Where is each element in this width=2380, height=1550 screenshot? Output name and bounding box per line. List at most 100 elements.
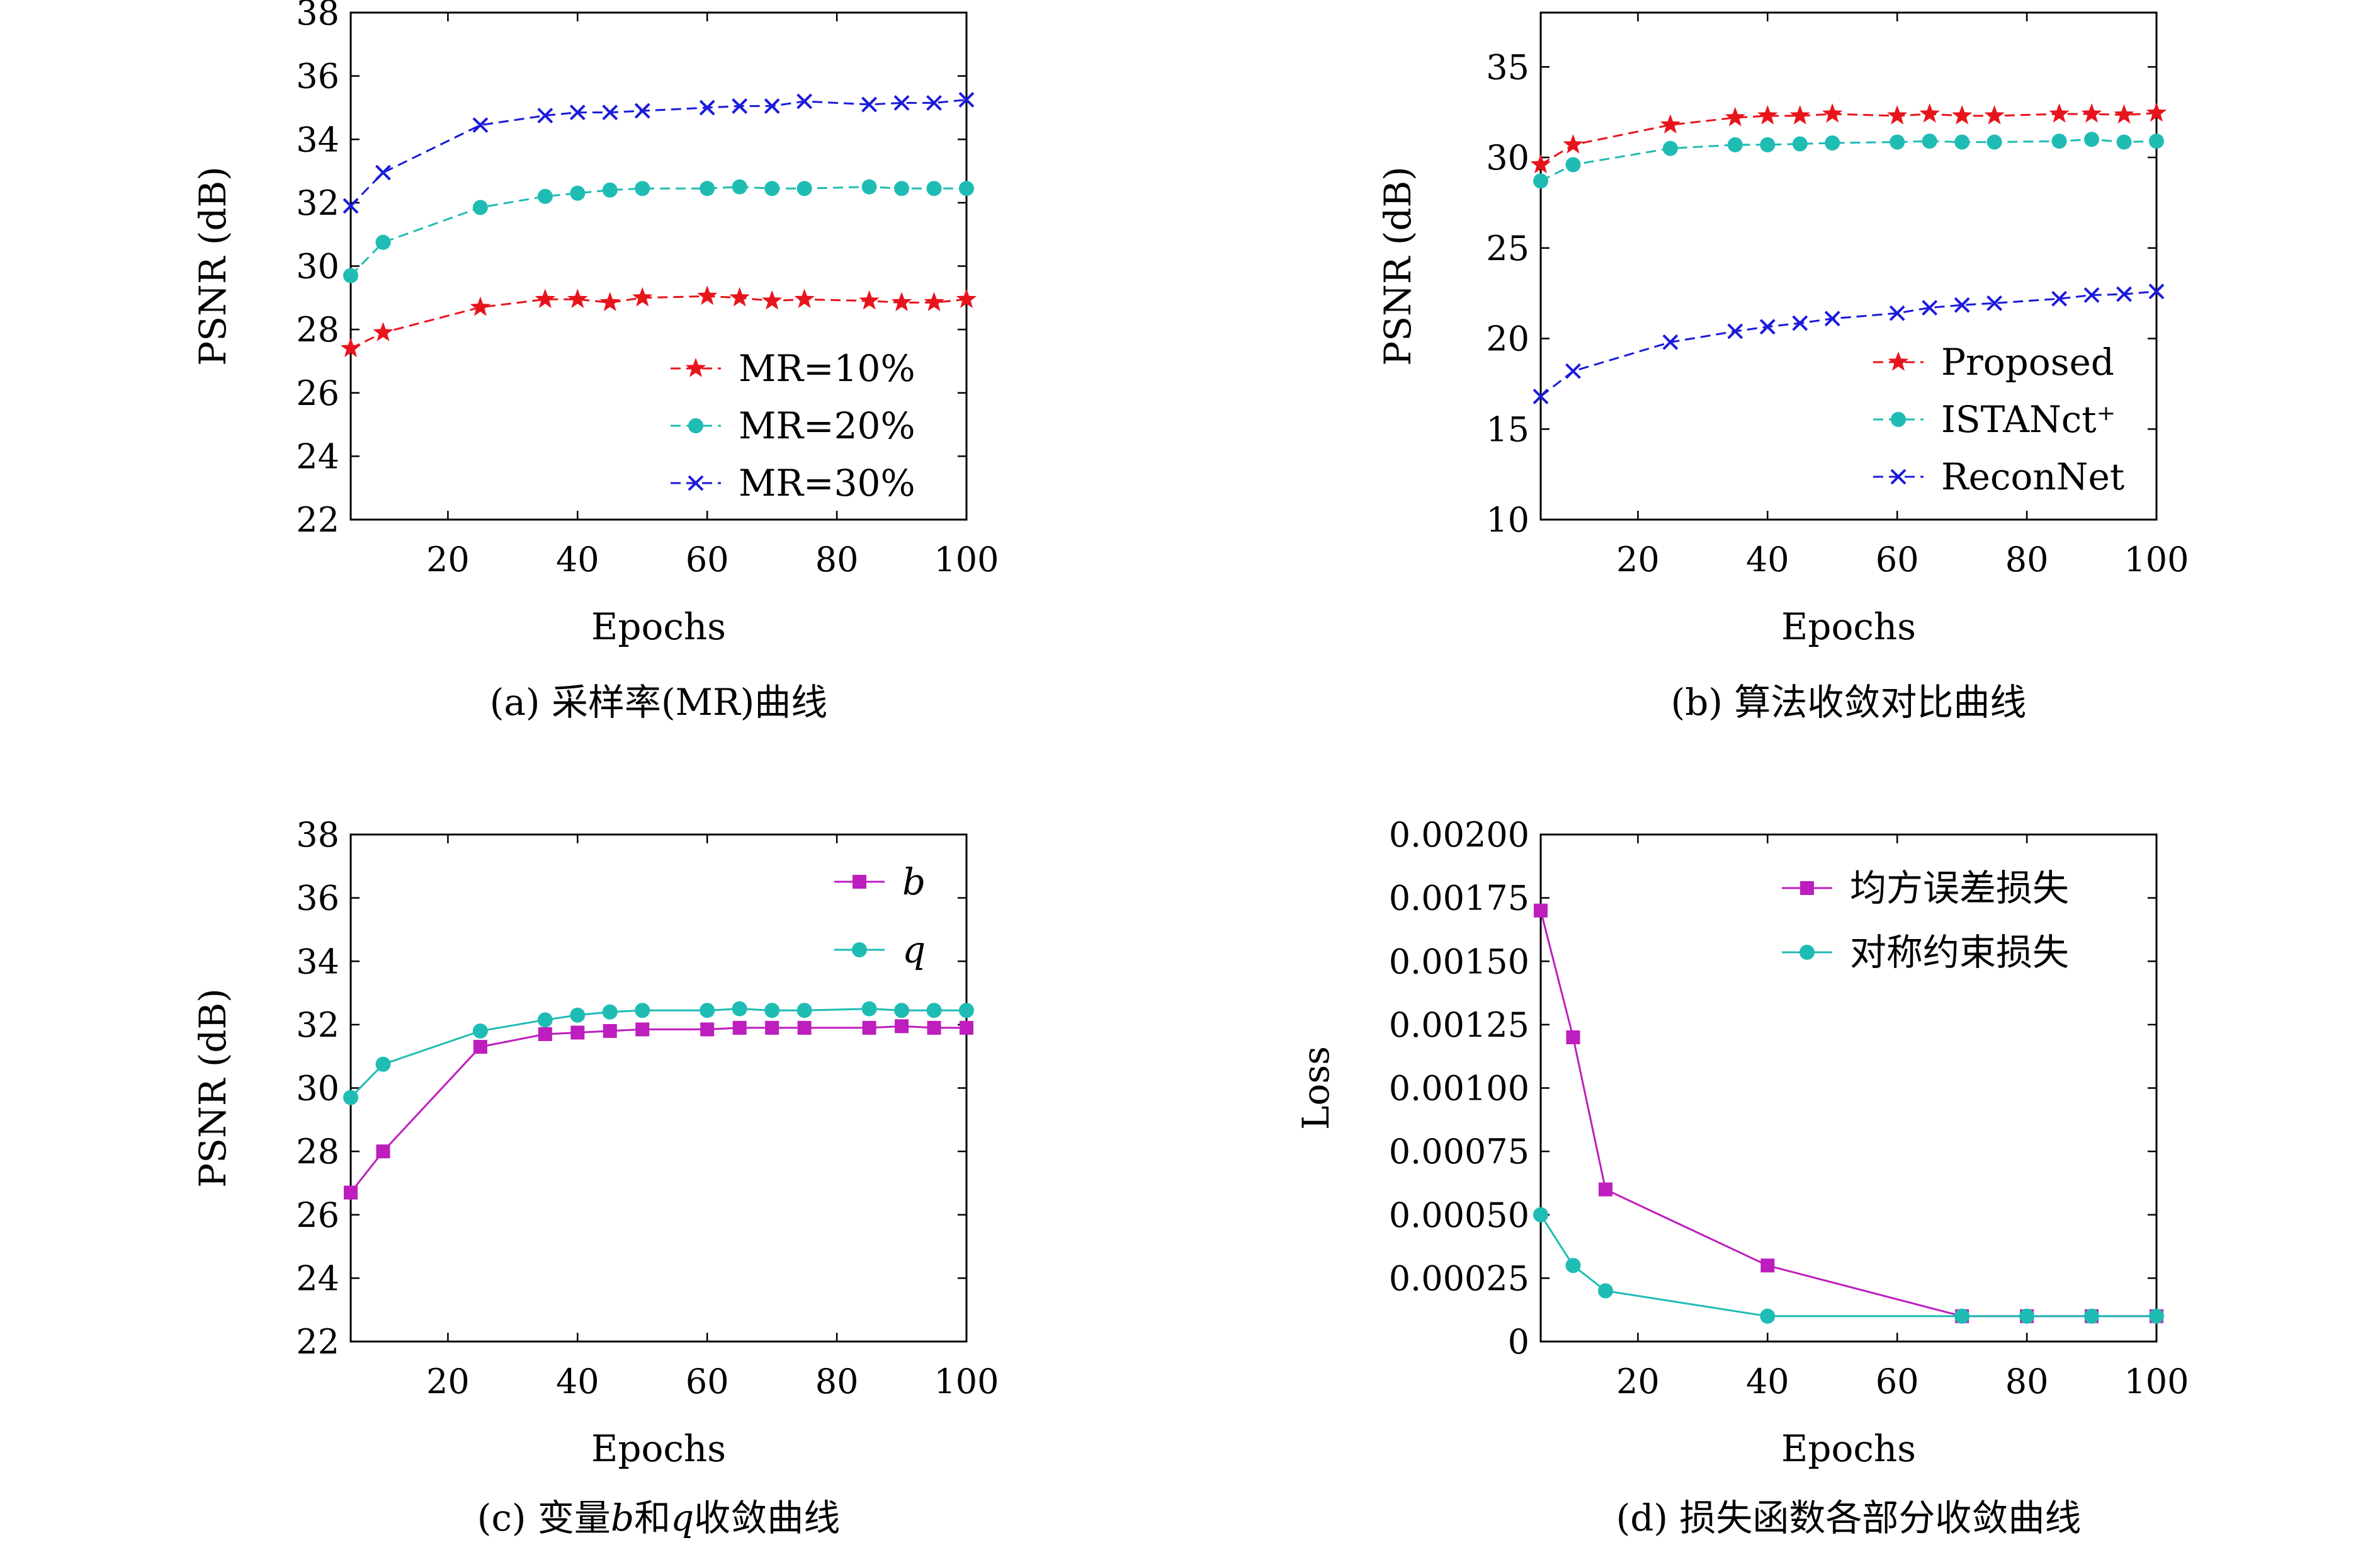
legend-label: 对称约束损失 — [1850, 931, 2069, 974]
data-point — [635, 1003, 650, 1018]
data-point — [632, 287, 653, 307]
data-point — [699, 100, 715, 116]
y-tick-label: 0.00125 — [1389, 1005, 1529, 1045]
data-point — [764, 1003, 780, 1018]
legend-label: q — [902, 928, 926, 971]
data-point — [2051, 134, 2067, 149]
data-point — [861, 179, 877, 195]
data-point — [1727, 137, 1743, 152]
data-point — [1922, 134, 1937, 149]
legend-marker — [685, 358, 706, 377]
series-line — [1539, 1214, 2156, 1318]
data-point — [2083, 287, 2100, 303]
data-point — [958, 91, 975, 108]
data-point — [1597, 1283, 1613, 1299]
data-point — [2149, 1308, 2164, 1324]
legend-label: ISTANct⁺ — [1941, 398, 2116, 441]
data-point — [1530, 154, 1551, 174]
data-point — [2116, 286, 2132, 302]
data-point — [797, 1020, 812, 1035]
legend-label: Proposed — [1941, 341, 2114, 384]
y-tick-label: 0.00200 — [1389, 815, 1529, 855]
data-point — [861, 1001, 877, 1017]
data-point — [1984, 105, 2005, 125]
data-point — [1760, 1258, 1775, 1273]
y-axis-label: Loss — [1295, 1046, 1337, 1130]
chart-panel-1: 20 40 60 80 100 22 24 26 28 30 32 34 36 38 Epochs PSNR … — [191, 0, 999, 724]
y-tick-label: 28 — [296, 310, 339, 350]
x-tick-label: 100 — [934, 540, 999, 579]
data-point — [1792, 315, 1808, 331]
series-2 — [343, 179, 974, 283]
legend-label: ReconNet — [1941, 455, 2124, 498]
data-point — [1598, 1182, 1612, 1197]
series-2 — [1533, 1207, 2164, 1324]
data-point — [762, 290, 783, 310]
chart-panel-4: 20 40 60 80 100 0 0.00025 0.00050 0.00075 0.00100… — [1295, 815, 2189, 1539]
data-point — [1954, 134, 1970, 150]
data-point — [343, 1090, 358, 1105]
series-line — [349, 186, 966, 276]
plot-frame — [1539, 11, 2158, 521]
data-point — [570, 1007, 586, 1023]
y-tick-label: 36 — [296, 57, 339, 96]
data-point — [1533, 389, 1549, 404]
caption-part: 和 — [634, 1496, 671, 1539]
chart-panel-3: 20 40 60 80 100 22 24 26 28 30 32 34 36 38 Epochs PSNR … — [191, 815, 999, 1539]
subfigure-caption: (b) 算法收敛对比曲线 — [1671, 681, 2027, 724]
data-point — [927, 1020, 941, 1035]
data-point — [926, 181, 942, 197]
data-point — [1565, 1258, 1581, 1274]
data-point — [470, 296, 491, 316]
x-tick-label: 40 — [1746, 1362, 1789, 1401]
data-point — [700, 1003, 715, 1018]
legend-marker — [1800, 881, 1814, 895]
data-point — [570, 1025, 585, 1040]
data-point — [1566, 1030, 1580, 1044]
y-tick-label: 0.00075 — [1389, 1132, 1529, 1171]
data-point — [1563, 134, 1584, 154]
data-point — [2116, 134, 2132, 150]
data-point — [859, 290, 880, 310]
data-point — [376, 1144, 390, 1159]
data-point — [1759, 319, 1776, 335]
data-point — [1792, 136, 1808, 152]
legend-label: MR=10% — [739, 347, 915, 390]
legend-entry: ISTANct⁺ — [1873, 398, 2116, 441]
y-tick-label: 36 — [296, 879, 339, 918]
y-tick-label: 28 — [296, 1132, 339, 1171]
data-point — [796, 93, 813, 110]
data-point — [472, 117, 489, 134]
data-point — [344, 1185, 358, 1200]
y-tick-label: 30 — [296, 1069, 339, 1108]
data-point — [956, 288, 977, 309]
data-point — [891, 292, 912, 312]
data-point — [764, 181, 780, 197]
caption-part: b — [611, 1496, 634, 1539]
data-point — [1760, 1308, 1776, 1324]
data-point — [959, 181, 974, 197]
legend-label: 均方误差损失 — [1850, 867, 2069, 909]
x-axis-label: Epochs — [1781, 605, 1916, 648]
series-2 — [1533, 132, 2164, 189]
data-point — [472, 1023, 488, 1039]
data-point — [1534, 903, 1548, 918]
data-point — [1954, 297, 1970, 313]
data-point — [2149, 134, 2164, 149]
data-point — [472, 200, 488, 215]
legend-entry: MR=20% — [671, 404, 915, 447]
legend-entry: MR=10% — [671, 347, 915, 390]
data-point — [700, 1022, 715, 1037]
data-point — [765, 1020, 779, 1035]
data-point — [1889, 305, 1905, 321]
data-point — [2019, 1308, 2035, 1324]
x-tick-label: 60 — [1876, 1362, 1919, 1401]
y-tick-label: 15 — [1486, 409, 1529, 449]
legend-marker — [1799, 945, 1815, 960]
x-tick-label: 20 — [1616, 540, 1660, 579]
legend-entry: q — [834, 928, 926, 971]
data-point — [1887, 105, 1908, 125]
y-tick-label: 22 — [296, 500, 339, 540]
y-tick-label: 26 — [296, 1195, 339, 1235]
data-point — [1565, 363, 1581, 379]
